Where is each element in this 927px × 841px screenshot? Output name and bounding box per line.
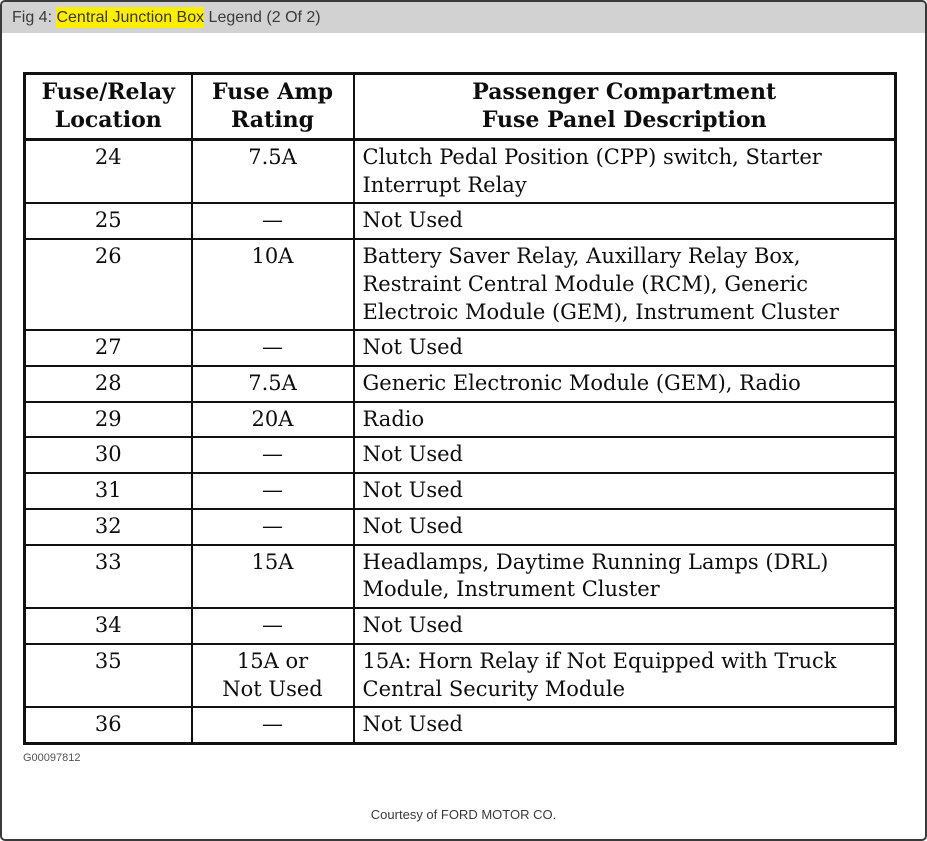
fuse-description-cell: Not Used xyxy=(352,607,897,645)
col-header-fuse-relay-location: Fuse/Relay Location xyxy=(23,72,193,141)
fuse-rating-cell: — xyxy=(190,507,355,546)
fuse-location-cell: 31 xyxy=(23,472,193,510)
fuse-description-cell: Headlamps, Daytime Running Lamps (DRL) M… xyxy=(352,543,897,610)
fuse-location-cell: 30 xyxy=(23,436,193,475)
fuse-rating-cell: — xyxy=(190,202,355,241)
fuse-location-cell: 32 xyxy=(23,507,193,546)
fuse-description-cell: Not Used xyxy=(352,472,897,510)
fuse-table-body: 24 7.5A Clutch Pedal Position (CPP) swit… xyxy=(23,138,897,745)
fuse-description-cell: Not Used xyxy=(352,706,897,745)
table-row: 25 — Not Used xyxy=(23,202,897,241)
fuse-rating-cell: — xyxy=(190,472,355,510)
fuse-description-cell: Not Used xyxy=(352,329,897,368)
table-row: 32 — Not Used xyxy=(23,507,897,546)
table-row: 24 7.5A Clutch Pedal Position (CPP) swit… xyxy=(23,138,897,205)
table-row: 33 15A Headlamps, Daytime Running Lamps … xyxy=(23,543,897,610)
fuse-legend-table: Fuse/Relay Location Fuse Amp Rating Pass… xyxy=(23,72,897,745)
caption-highlighted-term: Central Junction Box xyxy=(56,7,205,28)
fuse-rating-cell: 10A xyxy=(190,238,355,332)
fuse-location-cell: 26 xyxy=(23,238,193,332)
figure-id: G00097812 xyxy=(23,751,81,764)
fuse-location-cell: 34 xyxy=(23,607,193,645)
table-row: 36 — Not Used xyxy=(23,706,897,745)
fuse-description-cell: Generic Electronic Module (GEM), Radio xyxy=(352,365,897,403)
table-row: 29 20A Radio xyxy=(23,400,897,439)
table-row: 28 7.5A Generic Electronic Module (GEM),… xyxy=(23,365,897,403)
fuse-location-cell: 24 xyxy=(23,138,193,205)
fuse-rating-cell: 15A or Not Used xyxy=(190,642,355,709)
fuse-location-cell: 25 xyxy=(23,202,193,241)
fuse-rating-cell: 15A xyxy=(190,543,355,610)
fuse-description-cell: Not Used xyxy=(352,436,897,475)
fuse-location-cell: 33 xyxy=(23,543,193,610)
table-row: 35 15A or Not Used 15A: Horn Relay if No… xyxy=(23,642,897,709)
courtesy-note: Courtesy of FORD MOTOR CO. xyxy=(370,807,557,822)
figure-caption-bar: Fig 4: Central Junction Box Legend (2 Of… xyxy=(2,2,925,33)
col-header-fuse-amp-rating: Fuse Amp Rating xyxy=(190,72,355,141)
fuse-description-cell: Not Used xyxy=(352,202,897,241)
fuse-rating-cell: — xyxy=(190,436,355,475)
table-row: 30 — Not Used xyxy=(23,436,897,475)
fuse-description-cell: Radio xyxy=(352,400,897,439)
fuse-rating-cell: 7.5A xyxy=(190,365,355,403)
fuse-location-cell: 29 xyxy=(23,400,193,439)
caption-prefix: Fig 4: xyxy=(12,9,57,26)
fuse-rating-cell: 7.5A xyxy=(190,138,355,205)
caption-suffix: Legend (2 Of 2) xyxy=(204,9,321,26)
fuse-location-cell: 36 xyxy=(23,706,193,745)
fuse-rating-cell: — xyxy=(190,607,355,645)
fuse-description-cell: 15A: Horn Relay if Not Equipped with Tru… xyxy=(352,642,897,709)
table-row: 26 10A Battery Saver Relay, Auxillary Re… xyxy=(23,238,897,332)
fuse-description-cell: Clutch Pedal Position (CPP) switch, Star… xyxy=(352,138,897,205)
fuse-rating-cell: 20A xyxy=(190,400,355,439)
table-header-row: Fuse/Relay Location Fuse Amp Rating Pass… xyxy=(23,72,897,141)
fuse-rating-cell: — xyxy=(190,706,355,745)
fuse-description-cell: Not Used xyxy=(352,507,897,546)
fuse-location-cell: 27 xyxy=(23,329,193,368)
fuse-rating-cell: — xyxy=(190,329,355,368)
col-header-description: Passenger Compartment Fuse Panel Descrip… xyxy=(352,72,897,141)
fuse-location-cell: 28 xyxy=(23,365,193,403)
table-row: 31 — Not Used xyxy=(23,472,897,510)
fuse-description-cell: Battery Saver Relay, Auxillary Relay Box… xyxy=(352,238,897,332)
table-row: 27 — Not Used xyxy=(23,329,897,368)
table-row: 34 — Not Used xyxy=(23,607,897,645)
fuse-location-cell: 35 xyxy=(23,642,193,709)
